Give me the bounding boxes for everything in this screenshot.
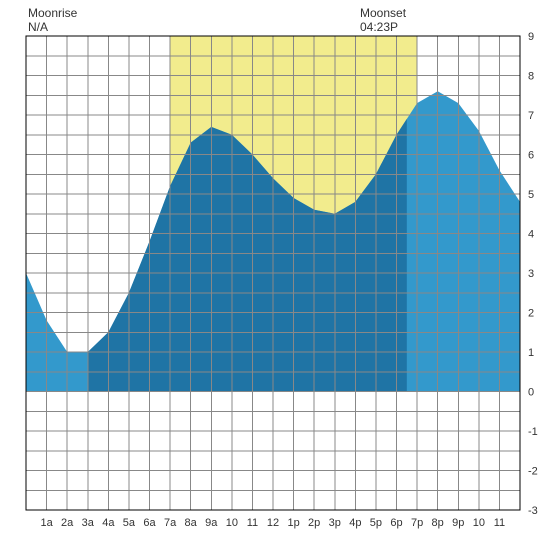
moonrise-label: Moonrise	[28, 6, 77, 20]
x-tick-label: 1p	[287, 517, 299, 529]
y-tick-label: -2	[528, 466, 538, 478]
y-tick-label: -3	[528, 505, 538, 517]
x-tick-label: 8p	[432, 517, 444, 529]
x-tick-label: 11	[247, 517, 258, 529]
y-tick-label: 4	[528, 229, 534, 241]
y-tick-label: 0	[528, 387, 534, 399]
x-tick-label: 7p	[411, 517, 423, 529]
x-axis: 1a 2a 3a 4a 5a 6a 7a 8a 9a 10 11 12 1p 2p 3p 4p 5p 6p 7p 8p…	[40, 517, 505, 529]
x-tick-label: 4p	[349, 517, 361, 529]
x-tick-label: 5a	[123, 517, 136, 529]
moonset-label: Moonset	[360, 6, 406, 20]
y-tick-label: 5	[528, 189, 534, 201]
moonrise-value: N/A	[28, 20, 48, 34]
x-tick-label: 6p	[390, 517, 402, 529]
moonset-value: 04:23P	[360, 20, 398, 34]
x-tick-label: 12	[267, 517, 279, 529]
x-tick-label: 11	[494, 517, 505, 529]
y-tick-label: 2	[528, 308, 534, 320]
y-tick-label: -1	[528, 426, 538, 438]
x-tick-label: 2p	[308, 517, 320, 529]
y-axis: -3 -2 -1 0 1 2 3 4 5 6 7 8 9	[528, 31, 538, 517]
x-tick-label: 6a	[143, 517, 156, 529]
x-tick-label: 8a	[185, 517, 198, 529]
y-tick-label: 6	[528, 150, 534, 162]
x-tick-label: 10	[473, 517, 485, 529]
x-tick-label: 7a	[164, 517, 177, 529]
tide-chart-container: Moonrise N/A Moonset 04:23P -3-2-1012345…	[0, 0, 550, 550]
y-tick-label: 9	[528, 31, 534, 43]
x-tick-label: 5p	[370, 517, 382, 529]
x-tick-label: 1a	[40, 517, 53, 529]
y-tick-label: 7	[528, 110, 534, 122]
x-tick-label: 2a	[61, 517, 74, 529]
tide-chart: -3-2-101234567891a2a3a4a5a6a7a8a9a101112…	[0, 0, 550, 550]
x-tick-label: 3a	[82, 517, 95, 529]
x-tick-label: 10	[226, 517, 238, 529]
y-tick-label: 1	[528, 347, 534, 359]
x-tick-label: 9a	[205, 517, 218, 529]
x-tick-label: 3p	[329, 517, 341, 529]
x-tick-label: 4a	[102, 517, 115, 529]
y-tick-label: 8	[528, 71, 534, 83]
x-tick-label: 9p	[452, 517, 464, 529]
y-tick-label: 3	[528, 268, 534, 280]
